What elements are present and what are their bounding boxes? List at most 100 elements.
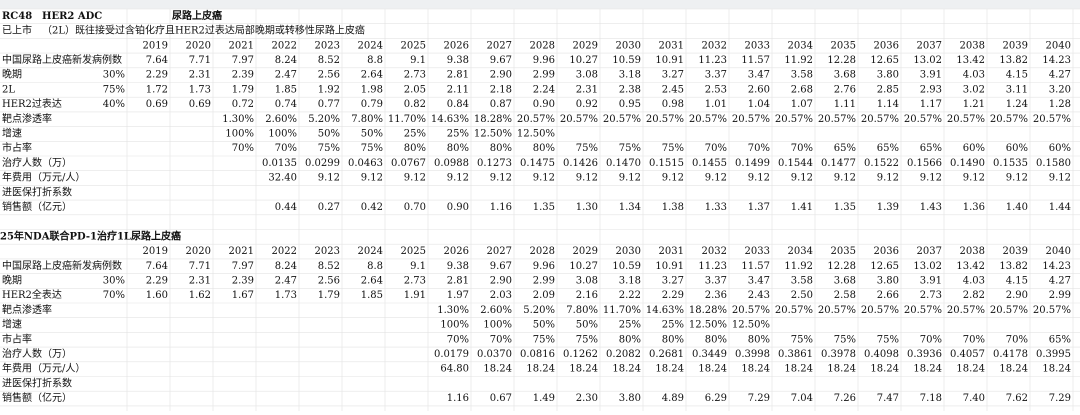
- cell-value: 18.24: [1042, 364, 1071, 375]
- cell-value: 1.79: [318, 290, 340, 301]
- cell-value: 70%: [963, 334, 985, 345]
- row-label: 市占率: [2, 141, 32, 154]
- cell-value: 18.28%: [474, 114, 512, 125]
- cell-value: 2.36: [705, 290, 727, 301]
- cell-value: 20.57%: [689, 114, 727, 125]
- cell-value: 20.57%: [1033, 114, 1071, 125]
- cell-value: 0.1455: [692, 158, 727, 169]
- cell-value: 9.12: [662, 173, 684, 184]
- cell-value: 1.79: [232, 84, 254, 95]
- cell-value: 11.92: [784, 261, 813, 272]
- cell-value: 8.24: [275, 55, 297, 66]
- cell-value: 14.23: [1042, 55, 1071, 66]
- cell-value: 100%: [268, 128, 297, 139]
- cell-value: 2.29: [146, 70, 168, 81]
- cell-value: 1.34: [619, 202, 641, 213]
- cell-value: 1.24: [1006, 99, 1028, 110]
- cell-value: 80%: [662, 334, 684, 345]
- cell-value: 65%: [1049, 334, 1071, 345]
- cell-value: 2.66: [877, 290, 899, 301]
- year-header: 2033: [745, 40, 770, 51]
- row-label: 中国尿路上皮癌新发病例数: [2, 53, 122, 66]
- cell-value: 7.80%: [351, 114, 383, 125]
- cell-value: 1.14: [877, 99, 899, 110]
- cell-value: 0.0463: [348, 158, 383, 169]
- cell-value: 3.91: [920, 70, 942, 81]
- row-label: 治疗人数（万）: [2, 347, 72, 360]
- cell-value: 1.41: [791, 202, 813, 213]
- cell-value: 20.57%: [904, 114, 942, 125]
- cell-value: 100%: [440, 320, 469, 331]
- cell-value: 80%: [705, 334, 727, 345]
- cell-value: 0.0179: [434, 349, 469, 360]
- cell-value: 20.57%: [818, 114, 856, 125]
- cell-value: 0.0816: [520, 349, 555, 360]
- cell-value: 64.80: [440, 364, 469, 375]
- cell-value: 9.96: [533, 261, 555, 272]
- cell-value: 14.23: [1042, 261, 1071, 272]
- cell-value: 4.03: [963, 275, 985, 286]
- cell-value: 20.57%: [775, 114, 813, 125]
- cell-value: 9.1: [410, 261, 426, 272]
- cell-value: 1.07: [791, 99, 813, 110]
- year-header: 2034: [788, 246, 813, 257]
- row-label: 治疗人数（万）: [2, 156, 72, 169]
- cell-value: 2.47: [275, 275, 297, 286]
- cell-value: 1.16: [447, 393, 469, 404]
- cell-value: 9.12: [318, 173, 340, 184]
- cell-value: 2.73: [920, 290, 942, 301]
- section-title: 25年NDA联合PD-1治疗1L尿路上皮癌: [0, 229, 181, 242]
- cell-value: 2.58: [834, 290, 856, 301]
- cell-value: 20.57%: [732, 305, 770, 316]
- cell-value: 80%: [619, 334, 641, 345]
- year-header: 2038: [960, 40, 985, 51]
- cell-value: 7.29: [748, 393, 770, 404]
- cell-value: 0.0988: [434, 158, 469, 169]
- cell-value: 3.47: [748, 275, 770, 286]
- cell-value: 18.24: [526, 364, 555, 375]
- cell-value: 9.12: [705, 173, 727, 184]
- year-header: 2021: [229, 40, 254, 51]
- cell-value: 12.65: [870, 261, 899, 272]
- cell-value: 13.82: [999, 261, 1028, 272]
- year-header: 2032: [702, 40, 727, 51]
- cell-value: 3.11: [1006, 84, 1028, 95]
- cell-value: 2.99: [533, 275, 555, 286]
- cell-value: 0.42: [361, 202, 383, 213]
- cell-value: 70%: [275, 143, 297, 154]
- cell-value: 3.08: [576, 70, 598, 81]
- cell-value: 0.1477: [821, 158, 856, 169]
- year-header: 2034: [788, 40, 813, 51]
- cell-value: 1.43: [920, 202, 942, 213]
- cell-value: 7.64: [146, 261, 168, 272]
- year-header: 2020: [186, 246, 211, 257]
- year-header: 2031: [659, 246, 684, 257]
- row-ratio: 70%: [103, 290, 125, 301]
- cell-value: 60%: [1049, 143, 1071, 154]
- cell-value: 2.38: [619, 84, 641, 95]
- year-header: 2025: [401, 246, 426, 257]
- cell-value: 11.23: [698, 55, 727, 66]
- cell-value: 70%: [447, 334, 469, 345]
- cell-value: 10.91: [655, 55, 684, 66]
- cell-value: 2.30: [576, 393, 598, 404]
- cell-value: 1.35: [533, 202, 555, 213]
- cell-value: 18.24: [569, 364, 598, 375]
- cell-value: 20.57%: [1033, 305, 1071, 316]
- cell-value: 9.96: [533, 55, 555, 66]
- cell-value: 0.3861: [778, 349, 813, 360]
- cell-value: 2.45: [662, 84, 684, 95]
- year-header: 2037: [917, 246, 942, 257]
- cell-value: 7.80%: [566, 305, 598, 316]
- cell-value: 18.24: [655, 364, 684, 375]
- cell-value: 0.3978: [821, 349, 856, 360]
- cell-value: 2.31: [189, 70, 211, 81]
- cell-value: 13.42: [956, 261, 985, 272]
- cell-value: 65%: [834, 143, 856, 154]
- cell-value: 0.1499: [735, 158, 770, 169]
- cell-value: 75%: [877, 334, 899, 345]
- cell-value: 20.57%: [990, 114, 1028, 125]
- cell-value: 2.90: [1006, 290, 1028, 301]
- cell-value: 0.4178: [993, 349, 1028, 360]
- section-title: RC48: [2, 11, 32, 22]
